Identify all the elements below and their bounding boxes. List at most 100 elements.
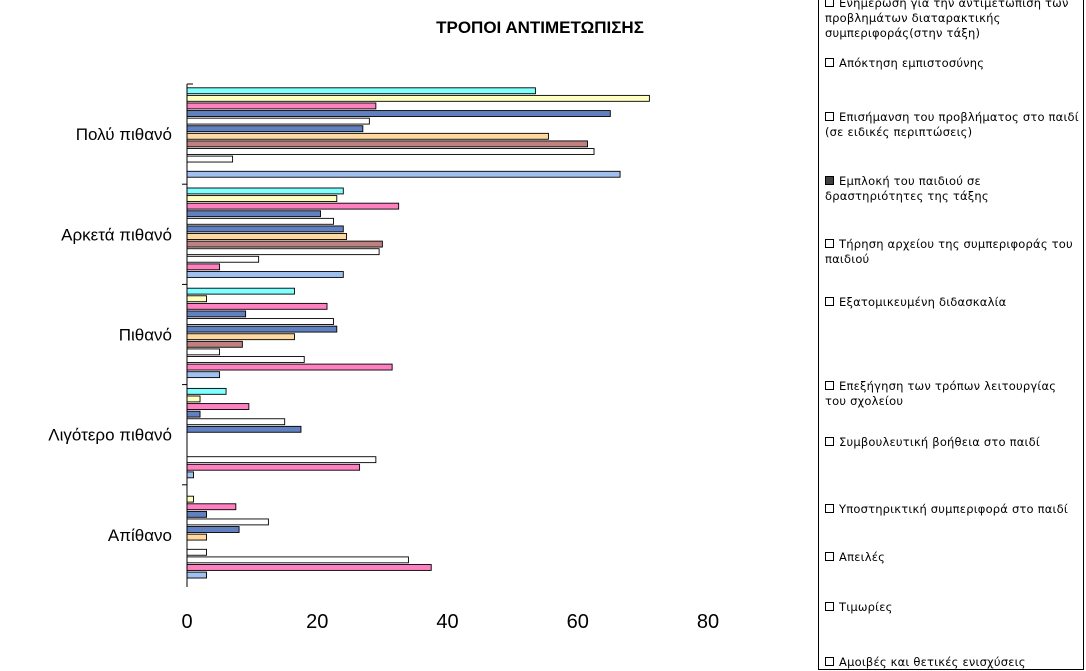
bar xyxy=(186,117,370,125)
bar xyxy=(186,255,260,263)
legend-label: Εμπλοκή του παιδιού σε δραστηριότητες τη… xyxy=(825,174,989,203)
bar xyxy=(186,302,328,310)
bar xyxy=(186,418,286,426)
legend-swatch xyxy=(825,437,834,446)
bar xyxy=(186,187,344,195)
legend-label: Ενημέρωση για την αντιμετώπιση των προβλ… xyxy=(825,0,1069,40)
bar xyxy=(186,210,321,218)
legend-label: Απειλές xyxy=(839,550,886,564)
legend-swatch xyxy=(825,657,834,666)
bar xyxy=(186,564,432,571)
bar xyxy=(186,195,338,202)
bar xyxy=(186,295,207,303)
bar xyxy=(186,463,361,471)
bar xyxy=(186,410,201,418)
legend-swatch xyxy=(825,602,834,611)
x-tick-label: 60 xyxy=(567,611,589,633)
bar xyxy=(186,271,344,278)
bar xyxy=(186,518,269,526)
legend-swatch xyxy=(825,0,834,7)
bar xyxy=(186,287,295,295)
bar xyxy=(186,371,221,379)
category-labels: Πολύ πιθανό Αρκετά πιθανό Πιθανό Λιγότερο π… xyxy=(48,125,172,545)
bar xyxy=(186,533,207,541)
bar xyxy=(186,140,588,148)
bar-chart: Πολύ πιθανό Αρκετά πιθανό Πιθανό Λιγότερο π… xyxy=(48,83,719,633)
x-tick-label: 80 xyxy=(697,611,719,633)
bar xyxy=(186,348,221,356)
legend-swatch xyxy=(825,381,834,390)
bar xyxy=(186,233,348,240)
bar xyxy=(186,148,595,155)
legend-item: Αμοιβές και θετικές ενισχύσεις xyxy=(825,655,1081,670)
legend-label: Συμβουλευτική βοήθεια στο παιδί xyxy=(839,435,1040,449)
bar xyxy=(186,110,611,117)
legend-swatch xyxy=(825,297,834,306)
bar xyxy=(186,170,621,178)
legend-item: Τιμωρίες xyxy=(825,600,1081,615)
bar xyxy=(186,403,250,410)
category-label: Πιθανό xyxy=(119,326,172,345)
bar xyxy=(186,240,383,248)
bar xyxy=(186,318,334,325)
bar xyxy=(186,132,549,140)
x-tick-label: 20 xyxy=(306,611,328,633)
bar xyxy=(186,556,409,564)
legend-swatch xyxy=(825,58,834,67)
legend-label: Αμοιβές και θετικές ενισχύσεις xyxy=(839,655,1026,669)
bar xyxy=(186,495,194,503)
bar xyxy=(186,325,338,333)
legend-swatch xyxy=(825,239,834,248)
x-tick-labels: 0 20 40 60 80 xyxy=(181,611,719,633)
legend-item: Εμπλοκή του παιδιού σε δραστηριότητες τη… xyxy=(825,174,1081,204)
bar xyxy=(186,456,377,464)
legend-label: Τιμωρίες xyxy=(839,600,893,614)
legend-item: Επισήμανση του προβλήματος στο παιδί (σε… xyxy=(825,110,1081,140)
chart-title: ΤΡΟΠΟΙ ΑΝΤΙΜΕΤΩΠΙΣΗΣ xyxy=(436,18,644,37)
bar xyxy=(186,217,334,225)
bar xyxy=(186,263,221,271)
bar xyxy=(186,102,377,110)
bar xyxy=(186,225,344,233)
bar xyxy=(186,202,400,210)
bar xyxy=(186,571,207,579)
x-tick-label: 0 xyxy=(181,611,192,633)
legend-label: Εξατομικευμένη διδασκαλία xyxy=(839,295,1007,309)
bar xyxy=(186,387,227,395)
legend-label: Επεξήγηση των τρόπων λειτουργίας του σχο… xyxy=(825,379,1057,408)
bar xyxy=(186,340,243,348)
category-label: Αρκετά πιθανό xyxy=(61,225,172,244)
bar xyxy=(186,503,237,511)
bars-layer xyxy=(186,87,650,579)
legend-item: Τήρηση αρχείου της συμπεριφοράς του παιδ… xyxy=(825,237,1081,267)
legend-item: Ενημέρωση για την αντιμετώπιση των προβλ… xyxy=(825,0,1081,41)
legend-label: Υποστηρικτική συμπεριφορά στο παιδί xyxy=(839,502,1068,516)
legend-label: Τήρηση αρχείου της συμπεριφοράς του παιδ… xyxy=(825,237,1073,266)
x-tick-label: 40 xyxy=(436,611,458,633)
category-label: Λιγότερο πιθανό xyxy=(48,426,172,445)
bar xyxy=(186,94,650,102)
bar xyxy=(186,125,364,133)
bar xyxy=(186,248,380,256)
legend-item: Υποστηρικτική συμπεριφορά στο παιδί xyxy=(825,502,1081,517)
bar xyxy=(186,310,247,318)
legend-swatch xyxy=(825,112,834,121)
legend-item: Απόκτηση εμπιστοσύνης xyxy=(825,56,1081,71)
bar xyxy=(186,395,201,403)
bar xyxy=(186,87,536,95)
legend: Ενημέρωση για την αντιμετώπιση των προβλ… xyxy=(818,0,1084,670)
legend-item: Επεξήγηση των τρόπων λειτουργίας του σχο… xyxy=(825,379,1081,409)
bar xyxy=(186,548,207,556)
bar xyxy=(186,425,302,433)
bar xyxy=(186,363,393,371)
legend-item: Συμβουλευτική βοήθεια στο παιδί xyxy=(825,435,1081,450)
category-label: Πολύ πιθανό xyxy=(76,125,172,144)
legend-swatch xyxy=(825,504,834,513)
legend-label: Απόκτηση εμπιστοσύνης xyxy=(839,56,985,70)
legend-item: Εξατομικευμένη διδασκαλία xyxy=(825,295,1081,310)
legend-swatch xyxy=(825,552,834,561)
category-label: Απίθανο xyxy=(108,526,172,545)
bar xyxy=(186,471,194,479)
legend-item: Απειλές xyxy=(825,550,1081,565)
legend-swatch xyxy=(825,176,834,185)
